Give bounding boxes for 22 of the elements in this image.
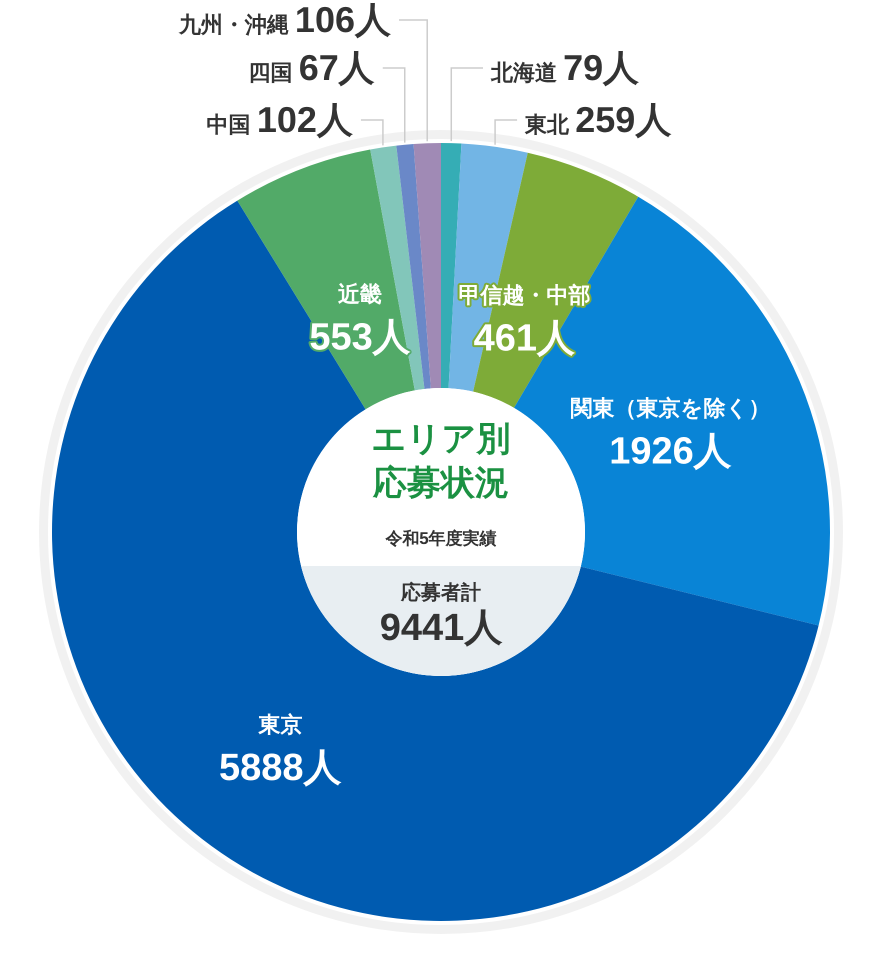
text: 令和5年度実績 [384,529,497,548]
data-label: 5888人 [219,746,342,789]
slice-label: 中国 [206,112,257,137]
slice-label: 東京 [257,712,302,737]
slice-label: 近畿 [337,281,382,306]
text: 応募者計 [400,581,481,604]
slice-label: 北海道 [490,60,564,85]
donut-slice [414,143,441,388]
text: エリア別応募状況 [370,418,512,505]
slice-label: 関東（東京を除く） [570,395,770,420]
data-label: 102人 [256,99,353,140]
data-label: 1926人 [609,430,732,472]
slice-label: 東北 [524,112,576,137]
slice-label: 四国 [248,60,299,85]
slice-label: 九州・沖縄 [178,12,295,37]
data-label: 79人 [563,47,640,88]
donut-slice [441,143,462,388]
data-label: 67人 [298,47,375,88]
data-label: 106人 [294,0,391,40]
data-label: 553人 [309,316,411,358]
text: 9441人 [380,607,502,649]
data-label: 259人 [575,99,672,140]
